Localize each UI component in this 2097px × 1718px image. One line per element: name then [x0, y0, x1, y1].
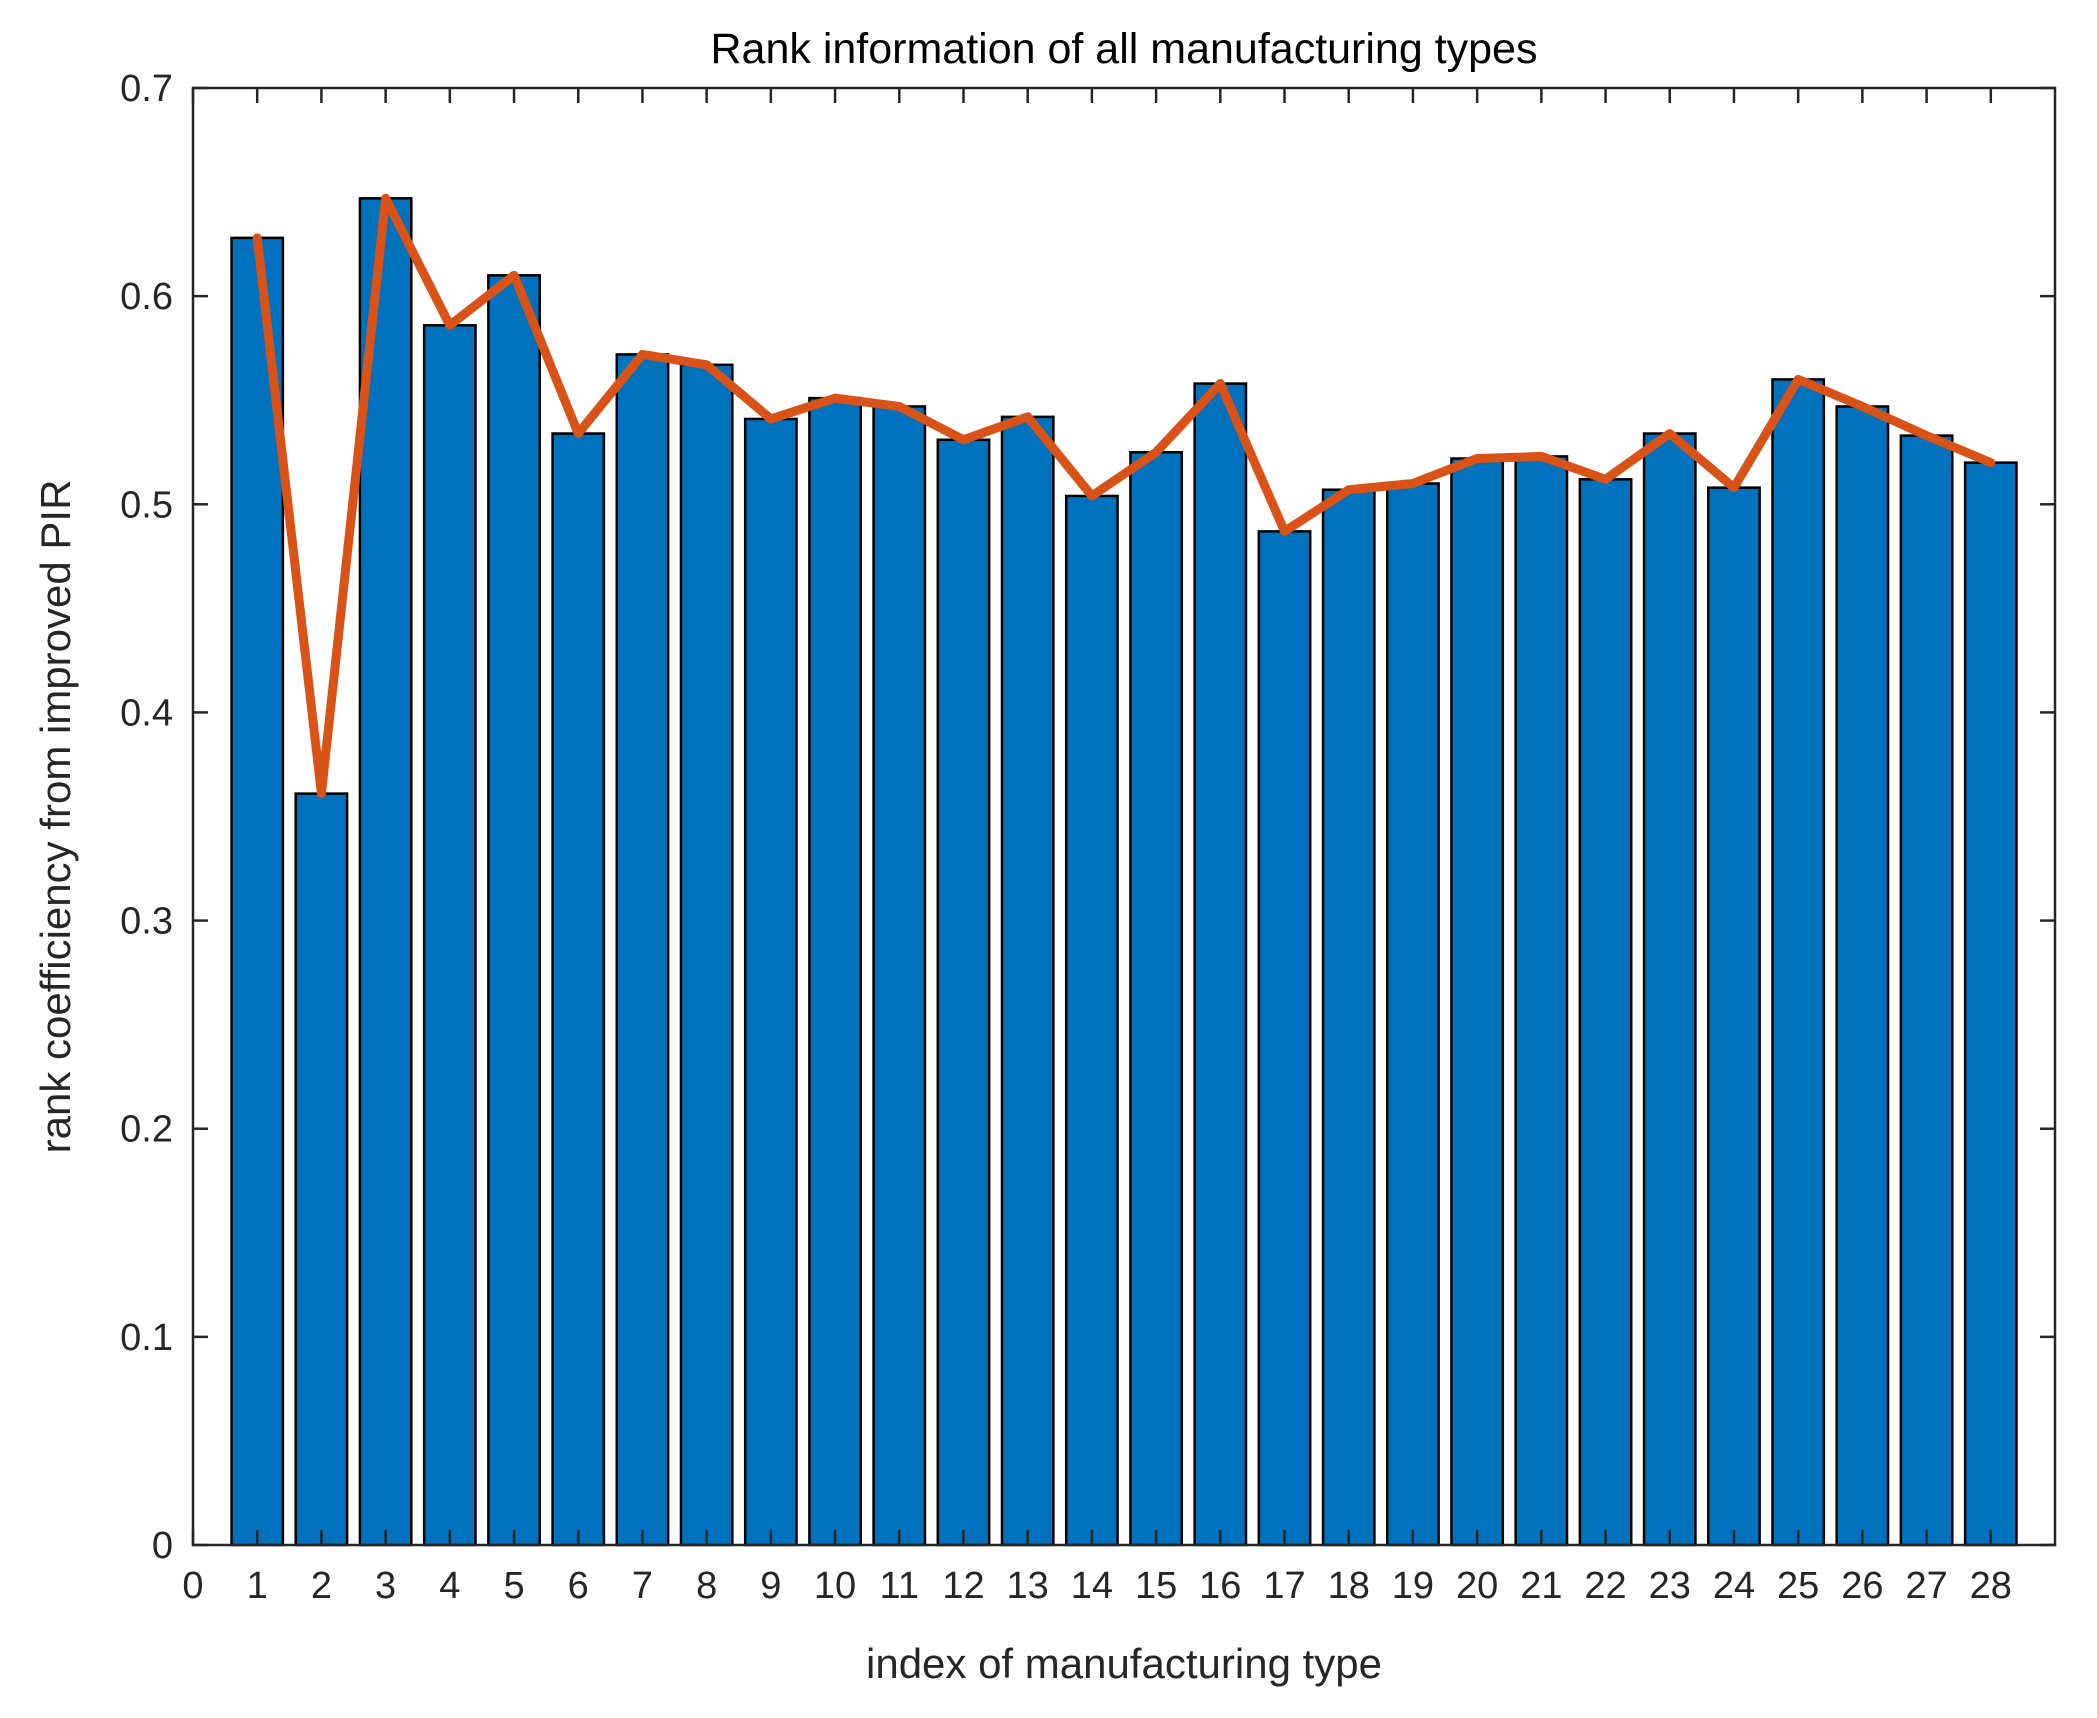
bar-19	[1385, 482, 1440, 1547]
x-tick-label: 19	[1392, 1565, 1434, 1607]
y-tick-label: 0.5	[120, 484, 173, 526]
x-tick-label: 5	[503, 1565, 524, 1607]
bar-15	[1129, 451, 1184, 1547]
x-tick-label: 16	[1199, 1565, 1241, 1607]
bar-18	[1321, 488, 1376, 1547]
bar-24	[1707, 486, 1761, 1547]
x-tick-label: 24	[1713, 1565, 1755, 1607]
x-tick-label: 9	[760, 1565, 781, 1607]
bar-16	[1193, 382, 1248, 1547]
x-tick-label: 20	[1456, 1565, 1498, 1607]
x-tick-label: 4	[439, 1565, 460, 1607]
x-axis-ticks: 0 1 2 3 4 5 6 7 8 9 10 11 12 13 14 15 16 17 18 19 20 21 22 23 24…	[182, 88, 2012, 1607]
x-tick-label: 26	[1841, 1565, 1883, 1607]
x-tick-label: 27	[1905, 1565, 1947, 1607]
y-axis-ticks: 0 0.1 0.2 0.3 0.4 0.5 0.6 0.7	[120, 68, 2055, 1567]
bar-2	[294, 792, 349, 1547]
y-tick-label: 0.1	[120, 1317, 173, 1359]
y-tick-label: 0.6	[120, 276, 173, 318]
bar-7	[615, 353, 670, 1547]
x-tick-label: 28	[1970, 1565, 2012, 1607]
bar-20	[1450, 457, 1505, 1547]
y-tick-label: 0.4	[120, 692, 173, 734]
y-tick-label: 0.3	[120, 901, 173, 943]
bars-group	[230, 197, 2018, 1547]
x-tick-label: 25	[1777, 1565, 1819, 1607]
bar-12	[936, 438, 991, 1547]
y-tick-label: 0	[152, 1525, 173, 1567]
x-tick-label: 7	[632, 1565, 653, 1607]
bar-14	[1064, 494, 1119, 1547]
bar-21	[1514, 455, 1569, 1547]
x-tick-label: 10	[814, 1565, 856, 1607]
y-tick-label: 0.2	[120, 1109, 173, 1151]
bar-13	[1000, 415, 1055, 1547]
bar-6	[551, 432, 606, 1547]
x-tick-label: 18	[1328, 1565, 1370, 1607]
bar-8	[679, 363, 734, 1547]
y-axis-label: rank coefficiency from improved PIR	[32, 480, 79, 1154]
bar-23	[1642, 432, 1697, 1547]
bar-28	[1963, 461, 2018, 1547]
bar-10	[808, 396, 863, 1547]
x-tick-label: 21	[1520, 1565, 1562, 1607]
bar-3	[358, 197, 413, 1547]
bar-25	[1771, 378, 1826, 1547]
x-tick-label: 1	[247, 1565, 268, 1607]
x-tick-label: 12	[942, 1565, 984, 1607]
bar-27	[1899, 434, 1954, 1547]
bar-26	[1835, 405, 1890, 1547]
x-tick-label: 8	[696, 1565, 717, 1607]
x-tick-label: 0	[182, 1565, 203, 1607]
x-tick-label: 17	[1263, 1565, 1305, 1607]
bar-4	[422, 324, 477, 1547]
x-tick-label: 22	[1584, 1565, 1626, 1607]
x-tick-label: 3	[375, 1565, 396, 1607]
bar-22	[1578, 478, 1633, 1547]
y-tick-label: 0.7	[120, 68, 173, 110]
x-tick-label: 14	[1071, 1565, 1113, 1607]
x-tick-label: 11	[880, 1565, 919, 1607]
x-tick-label: 15	[1135, 1565, 1177, 1607]
x-axis-label: index of manufacturing type	[866, 1640, 1382, 1687]
x-tick-label: 2	[311, 1565, 332, 1607]
x-tick-label: 13	[1007, 1565, 1049, 1607]
bar-11	[872, 405, 927, 1547]
bar-17	[1257, 530, 1312, 1547]
chart-title: Rank information of all manufacturing ty…	[711, 25, 1538, 73]
trend-line	[252, 193, 1996, 799]
bar-5	[487, 274, 541, 1547]
axes-box	[191, 86, 2057, 1547]
x-tick-label: 6	[568, 1565, 589, 1607]
x-tick-label: 23	[1649, 1565, 1691, 1607]
bar-9	[743, 417, 798, 1547]
bar-1	[230, 236, 285, 1547]
